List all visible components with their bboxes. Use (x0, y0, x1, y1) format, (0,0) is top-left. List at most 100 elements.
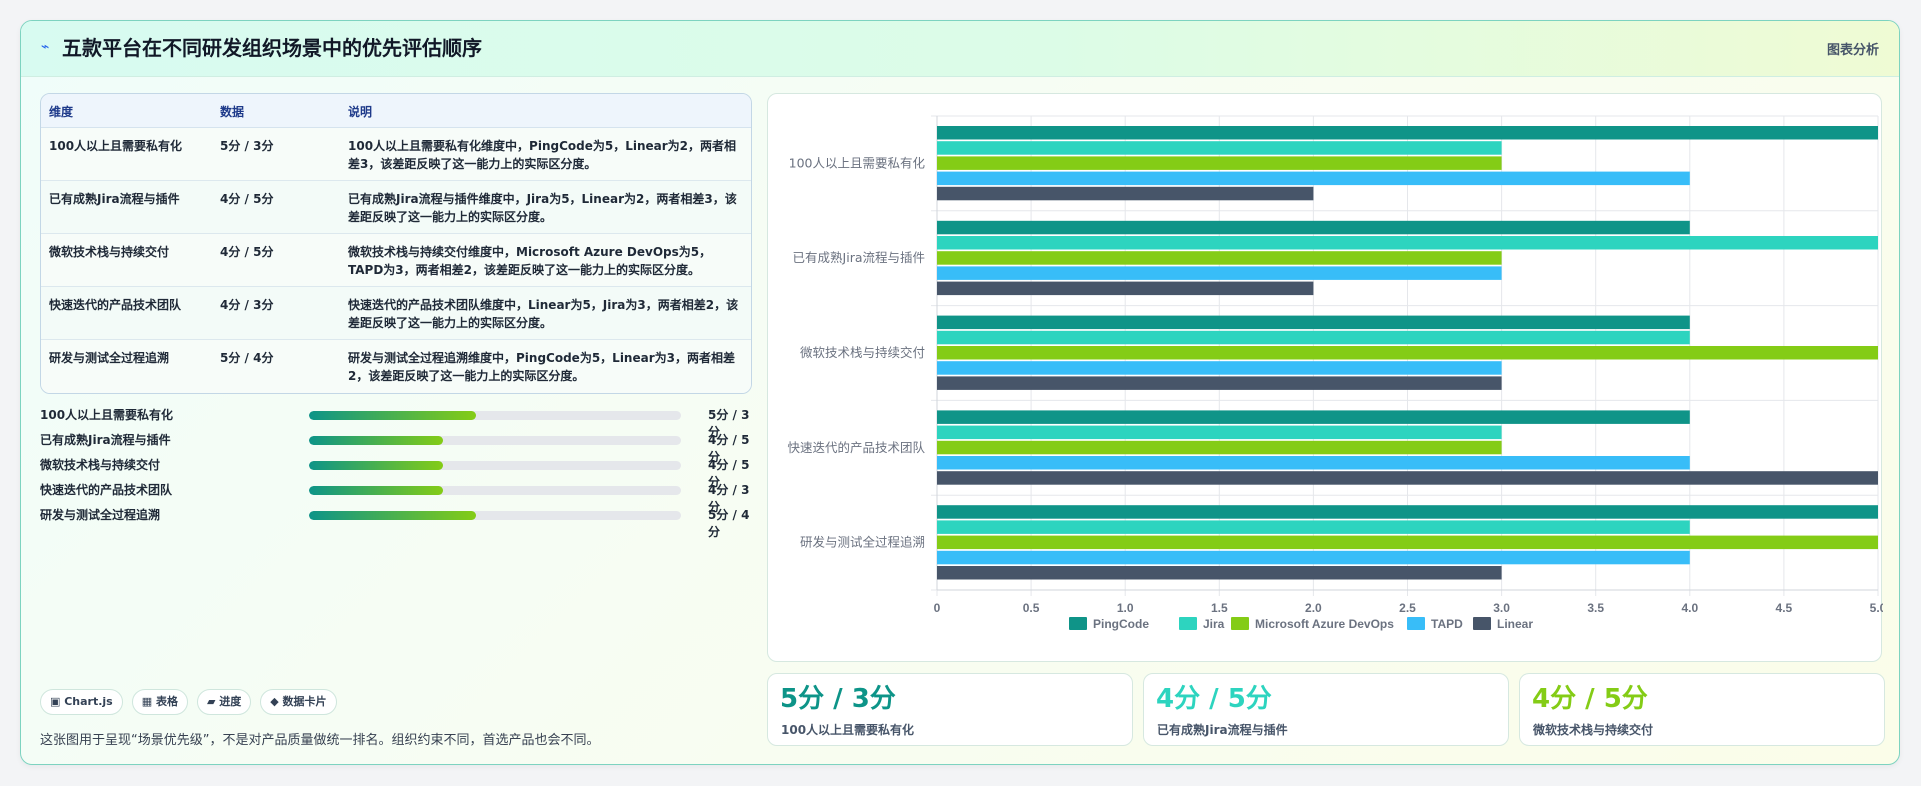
bar (937, 376, 1502, 390)
progress-row: 100人以上且需要私有化 5分 / 3分 (40, 405, 760, 439)
footnote: 这张图用于呈现“场景优先级”，不是对产品质量做统一排名。组织约束不同，首选产品也… (40, 733, 600, 748)
kpi-card: 5分 / 3分 100人以上且需要私有化 (767, 673, 1133, 746)
bar (937, 456, 1690, 470)
progress-label: 已有成熟Jira流程与插件 (40, 433, 171, 447)
bar (937, 440, 1502, 455)
bar (937, 410, 1690, 424)
cell-dimension: 快速迭代的产品技术团队 (49, 298, 182, 312)
bar (937, 186, 1314, 201)
progress-value: 5分 / 4分 (708, 508, 750, 539)
chart-card: ⌁ 五款平台在不同研发组织场景中的优先评估顺序 图表分析 维度 数据 说明 10… (20, 20, 1900, 765)
kpi-label: 100人以上且需要私有化 (781, 723, 915, 737)
x-tick-label: 4.0 (1681, 601, 1698, 615)
bar (937, 220, 1690, 235)
kpi-label: 已有成熟Jira流程与插件 (1157, 723, 1288, 737)
table-body: 100人以上且需要私有化 5分 / 3分 100人以上且需要私有化维度中，PingC… (41, 128, 751, 393)
progress-track (309, 461, 681, 470)
chip-list: ▣ Chart.js ▦ 表格 ▰ 进度 ◆ 数据卡片 (40, 689, 346, 715)
table-row: 100人以上且需要私有化 5分 / 3分 100人以上且需要私有化维度中，PingC… (41, 128, 751, 181)
bar (937, 566, 1502, 580)
progress-track (309, 511, 681, 520)
legend-label: PingCode (1093, 617, 1149, 631)
tag-chip[interactable]: ▦ 表格 (131, 689, 188, 715)
y-category-label: 100人以上且需要私有化 (789, 155, 926, 170)
progress-fill (309, 461, 443, 470)
legend-label: Microsoft Azure DevOps (1255, 617, 1394, 631)
bar (937, 505, 1878, 519)
x-tick-label: 2.5 (1399, 601, 1416, 615)
tag-chip[interactable]: ◆ 数据卡片 (260, 689, 337, 715)
progress-label: 研发与测试全过程追溯 (40, 508, 161, 522)
progress-track (309, 436, 681, 445)
sparkline-icon: ⌁ (41, 39, 50, 55)
progress-value: 4分 / 5分 (708, 458, 750, 489)
table-row: 微软技术栈与持续交付 4分 / 5分 微软技术栈与持续交付维度中，Microsoft… (41, 234, 751, 287)
bar (937, 281, 1314, 296)
cell-desc: 快速迭代的产品技术团队维度中，Linear为5，Jira为3，两者相差2，该差距… (348, 298, 739, 330)
tag-chip[interactable]: ▣ Chart.js (40, 689, 123, 715)
table-row: 研发与测试全过程追溯 5分 / 4分 研发与测试全过程追溯维度中，PingCode为… (41, 340, 751, 393)
cell-desc: 微软技术栈与持续交付维度中，Microsoft Azure DevOps为5，T… (348, 245, 712, 277)
tag-chip[interactable]: ▰ 进度 (196, 689, 252, 715)
kpi-card: 4分 / 5分 微软技术栈与持续交付 (1519, 673, 1885, 746)
column-header-dimension: 维度 (49, 105, 74, 119)
column-header-desc: 说明 (348, 105, 373, 119)
table-row: 快速迭代的产品技术团队 4分 / 3分 快速迭代的产品技术团队维度中，Linear为… (41, 287, 751, 340)
y-category-label: 微软技术栈与持续交付 (800, 345, 925, 360)
bar (937, 156, 1502, 170)
bar (937, 550, 1690, 565)
progress-row: 微软技术栈与持续交付 4分 / 5分 (40, 455, 760, 489)
bar (937, 171, 1690, 186)
cell-data: 4分 / 3分 (220, 298, 274, 312)
x-tick-label: 5.0 (1870, 601, 1883, 615)
progress-track (309, 411, 681, 420)
progress-label: 微软技术栈与持续交付 (40, 458, 161, 472)
legend-label: Linear (1497, 617, 1533, 631)
table-row: 已有成熟Jira流程与插件 4分 / 5分 已有成熟Jira流程与插件维度中，Jir… (41, 181, 751, 234)
legend-swatch (1231, 617, 1249, 630)
bar (937, 425, 1502, 440)
kpi-value: 4分 / 5分 (1532, 684, 1648, 714)
progress-fill (309, 511, 477, 520)
x-tick-label: 0 (934, 601, 941, 615)
bar (937, 126, 1878, 140)
bar (937, 266, 1502, 280)
bar (937, 471, 1878, 485)
page-title: 五款平台在不同研发组织场景中的优先评估顺序 (62, 36, 482, 60)
x-tick-label: 0.5 (1023, 601, 1040, 615)
progress-value: 4分 / 5分 (708, 433, 750, 464)
progress-track (309, 486, 681, 495)
bar (937, 346, 1878, 360)
cell-data: 5分 / 3分 (220, 139, 274, 153)
y-category-label: 研发与测试全过程追溯 (800, 535, 925, 550)
data-table: 维度 数据 说明 100人以上且需要私有化 5分 / 3分 100人以上且需要私有化… (40, 93, 752, 394)
bar (937, 520, 1690, 534)
legend-label: Jira (1203, 617, 1225, 631)
bar (937, 330, 1690, 345)
x-tick-label: 1.0 (1117, 601, 1134, 615)
legend-swatch (1069, 617, 1087, 630)
cell-dimension: 100人以上且需要私有化 (49, 139, 183, 153)
y-category-label: 已有成熟Jira流程与插件 (793, 250, 925, 265)
cell-dimension: 研发与测试全过程追溯 (49, 351, 170, 365)
legend-swatch (1473, 617, 1491, 630)
kpi-value: 4分 / 5分 (1156, 684, 1272, 714)
legend-label: TAPD (1431, 617, 1463, 631)
kpi-value: 5分 / 3分 (780, 684, 896, 714)
cell-dimension: 已有成熟Jira流程与插件 (49, 192, 180, 206)
bar (937, 141, 1502, 155)
legend-swatch (1407, 617, 1425, 630)
cell-data: 5分 / 4分 (220, 351, 274, 365)
bar (937, 535, 1878, 550)
x-tick-label: 3.0 (1493, 601, 1510, 615)
progress-label: 100人以上且需要私有化 (40, 408, 174, 422)
column-header-data: 数据 (220, 105, 245, 119)
x-tick-label: 3.5 (1587, 601, 1604, 615)
kpi-card: 4分 / 5分已有成熟Jira流程与插件 (1143, 673, 1509, 746)
cell-data: 4分 / 5分 (220, 192, 274, 206)
cell-desc: 研发与测试全过程追溯维度中，PingCode为5，Linear为3，两者相差2，… (348, 351, 735, 383)
progress-label: 快速迭代的产品技术团队 (40, 483, 173, 497)
legend-swatch (1179, 617, 1197, 630)
bar (937, 236, 1878, 250)
cell-dimension: 微软技术栈与持续交付 (49, 245, 170, 259)
